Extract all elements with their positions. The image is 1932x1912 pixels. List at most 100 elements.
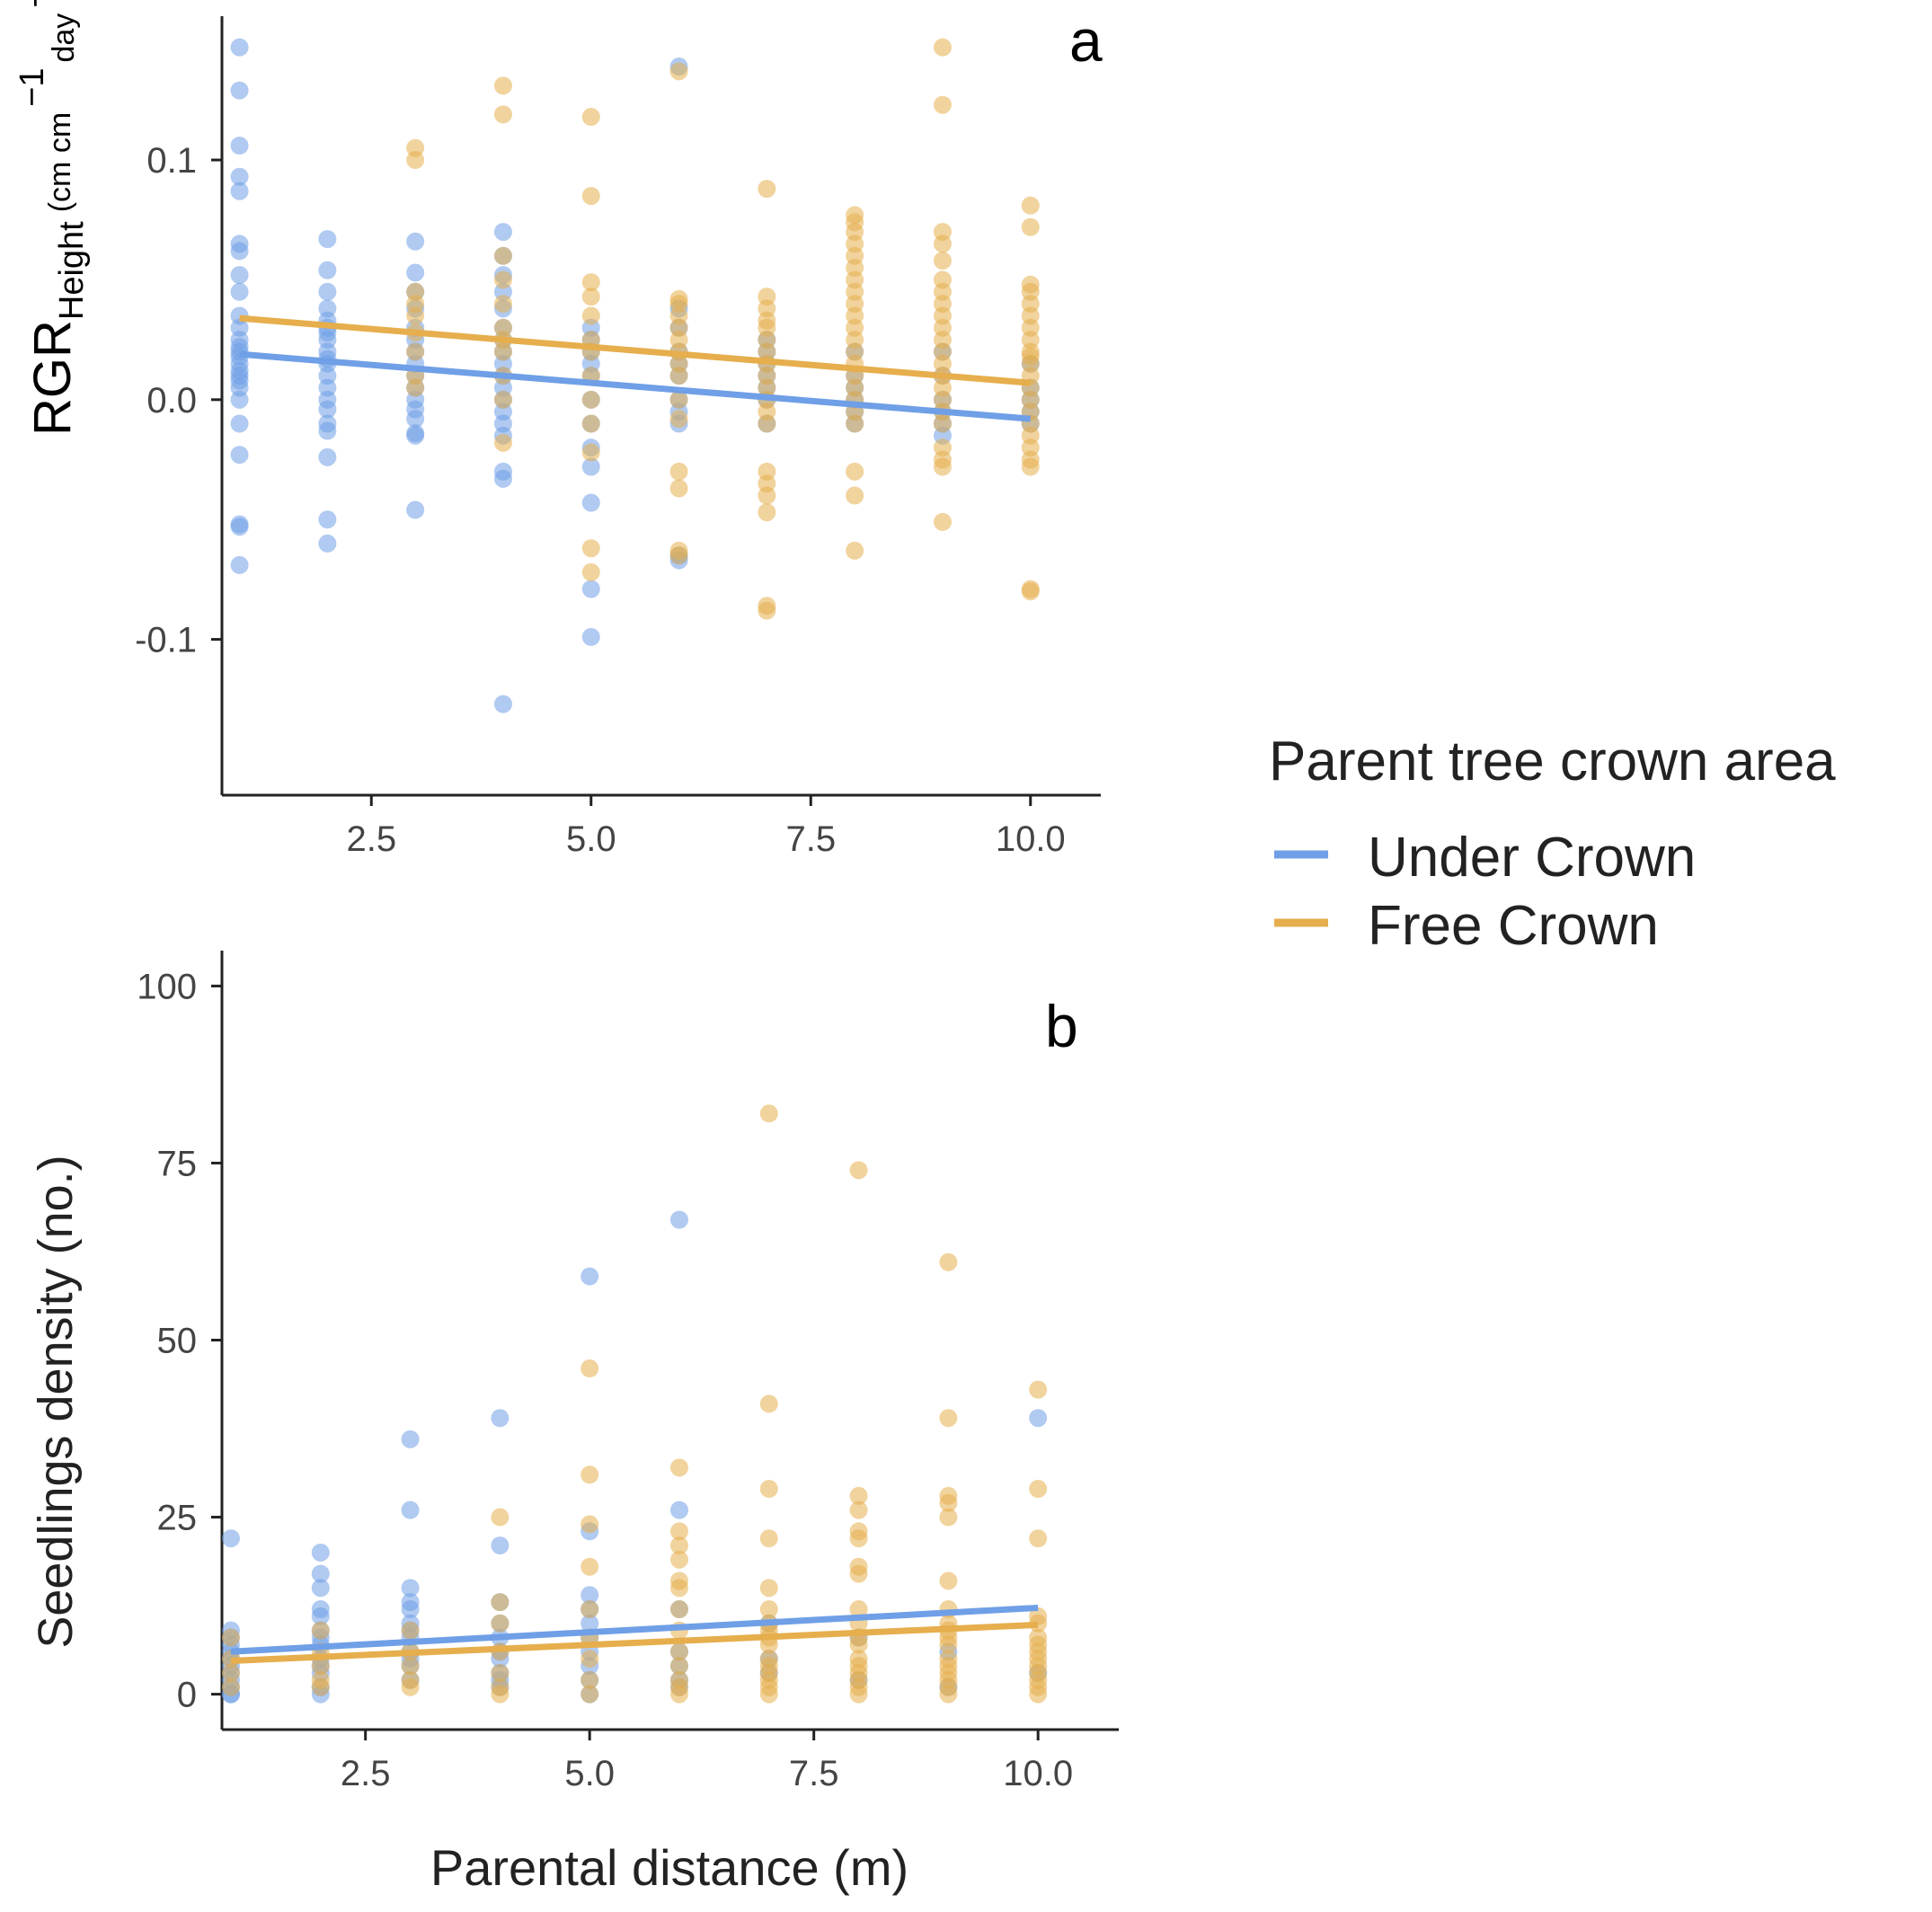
panel-a-point-free-crown [581, 443, 600, 462]
panel-b-point-free-crown [849, 1529, 868, 1548]
panel-a-point-under-crown [493, 469, 512, 488]
panel-b-y-tick-label: 50 [157, 1322, 198, 1361]
panel-a-point-free-crown [493, 76, 512, 95]
panel-a-point-under-crown [318, 230, 337, 249]
panel-b-point-free-crown [669, 1536, 688, 1555]
panel-a-trend-line-free-crown [239, 314, 1032, 386]
panel-a-points [230, 38, 1040, 713]
panel-a-point-under-crown [230, 81, 249, 100]
panel-b-point-free-crown [759, 1685, 778, 1704]
panel-a-point-under-crown [318, 400, 337, 419]
panel-b-point-free-crown [580, 1670, 599, 1689]
panel-b-y-tick-label: 75 [157, 1144, 198, 1183]
panel-b-point-under-crown [669, 1210, 688, 1229]
legend: Parent tree crown area Under Crown Free … [1269, 730, 1836, 957]
panel-b-y-tick-label: 0 [177, 1676, 197, 1715]
panel-a-point-free-crown [493, 246, 512, 265]
panel-b-x-tick-label: 7.5 [789, 1754, 839, 1793]
legend-label-free-crown: Free Crown [1368, 895, 1659, 957]
panel-b-point-free-crown [939, 1493, 958, 1512]
panel-a-point-free-crown [581, 273, 600, 292]
panel-a-point-free-crown [758, 414, 776, 433]
panel-a-point-free-crown [669, 62, 688, 81]
panel-a-point-free-crown [933, 235, 952, 253]
panel-a-ylabel-day: day [47, 13, 81, 63]
panel-a-point-free-crown [846, 541, 864, 560]
panel-a-point-under-crown [230, 181, 249, 200]
panel-b-point-free-crown [669, 1522, 688, 1541]
panel-b-point-free-crown [1029, 1529, 1048, 1548]
panel-b: 2.5 5.0 7.5 10.0 0 25 50 75 100 b Seedlings dens… [29, 951, 1119, 1793]
panel-b-point-under-crown [311, 1607, 330, 1625]
panel-a-ylabel-sub: Height [53, 221, 91, 320]
panel-b-point-free-crown [849, 1564, 868, 1583]
panel-a-point-under-crown [318, 534, 337, 553]
panel-a-point-under-crown [406, 410, 425, 429]
panel-a-point-free-crown [493, 342, 512, 361]
panel-b-point-free-crown [939, 1685, 958, 1704]
panel-b-point-free-crown [759, 1529, 778, 1548]
panel-a-point-free-crown [1021, 196, 1040, 215]
panel-b-point-free-crown [849, 1635, 868, 1654]
panel-a-point-under-crown [230, 414, 249, 433]
panel-b-point-free-crown [1029, 1685, 1048, 1704]
panel-b-point-free-crown [939, 1635, 958, 1654]
panel-b-point-free-crown [311, 1677, 330, 1696]
panel-b-point-free-crown [491, 1663, 510, 1682]
panel-b-point-free-crown [491, 1614, 510, 1633]
panel-b-point-free-crown [669, 1600, 688, 1619]
panel-a-point-free-crown [758, 180, 776, 199]
panel-a-point-under-crown [230, 137, 249, 155]
panel-a-point-free-crown [1021, 457, 1040, 476]
panel-b-point-free-crown [221, 1663, 240, 1682]
panel-b-ylabel: Seedlings density (no.) [29, 1155, 83, 1648]
panel-a-y-tick-label: 0.0 [146, 381, 197, 420]
panel-b-point-under-crown [401, 1430, 420, 1448]
panel-a-point-free-crown [933, 414, 952, 433]
panel-b-point-free-crown [1029, 1380, 1048, 1399]
panel-a-point-under-crown [493, 695, 512, 713]
panel-b-point-free-crown [669, 1642, 688, 1661]
panel-b-point-free-crown [580, 1515, 599, 1534]
panel-b-point-free-crown [491, 1593, 510, 1612]
panel-a-point-under-crown [406, 263, 425, 282]
panel-b-point-free-crown [849, 1486, 868, 1505]
panel-b-point-under-crown [1029, 1409, 1048, 1428]
panel-a-point-free-crown [758, 503, 776, 522]
panel-b-axes: 2.5 5.0 7.5 10.0 0 25 50 75 100 [137, 951, 1119, 1793]
panel-a-point-free-crown [581, 390, 600, 409]
panel-b-point-free-crown [580, 1600, 599, 1619]
panel-b-trend-lines [230, 1604, 1039, 1665]
panel-a-ylabel: RGRHeight(cm cm−1day−1) [13, 0, 91, 436]
panel-b-point-free-crown [401, 1621, 420, 1640]
x-axis-title: Parental distance (m) [430, 1839, 908, 1896]
panel-a-x-tick-label: 2.5 [346, 819, 396, 859]
panel-b-point-free-crown [221, 1628, 240, 1647]
panel-a-point-free-crown [493, 270, 512, 289]
panel-a-point-free-crown [493, 390, 512, 409]
panel-b-point-free-crown [849, 1500, 868, 1519]
panel-b-x-tick-label: 5.0 [564, 1754, 615, 1793]
panel-a-point-free-crown [406, 151, 425, 170]
svg-text:RGRHeight(cm cm−1day−1): RGRHeight(cm cm−1day−1) [13, 0, 91, 436]
panel-a-ylabel-main: RGR [23, 320, 82, 436]
panel-a-point-free-crown [406, 306, 425, 325]
panel-a-point-free-crown [669, 462, 688, 481]
panel-b-point-under-crown [311, 1543, 330, 1562]
panel-b-point-under-crown [401, 1500, 420, 1519]
panel-a-point-free-crown [581, 562, 600, 581]
panel-a-point-under-crown [581, 493, 600, 512]
panel-a-point-free-crown [581, 187, 600, 206]
panel-a-point-free-crown [933, 512, 952, 531]
panel-a-point-under-crown [230, 242, 249, 261]
panel-b-point-under-crown [311, 1579, 330, 1598]
panel-a-point-under-crown [318, 282, 337, 301]
panel-a-point-free-crown [846, 414, 864, 433]
panel-b-point-free-crown [401, 1657, 420, 1676]
panel-b-points [221, 1104, 1048, 1704]
panel-a-point-free-crown [493, 295, 512, 314]
panel-b-point-free-crown [759, 1104, 778, 1123]
panel-b-point-under-crown [311, 1564, 330, 1583]
panel-b-point-free-crown [939, 1508, 958, 1527]
